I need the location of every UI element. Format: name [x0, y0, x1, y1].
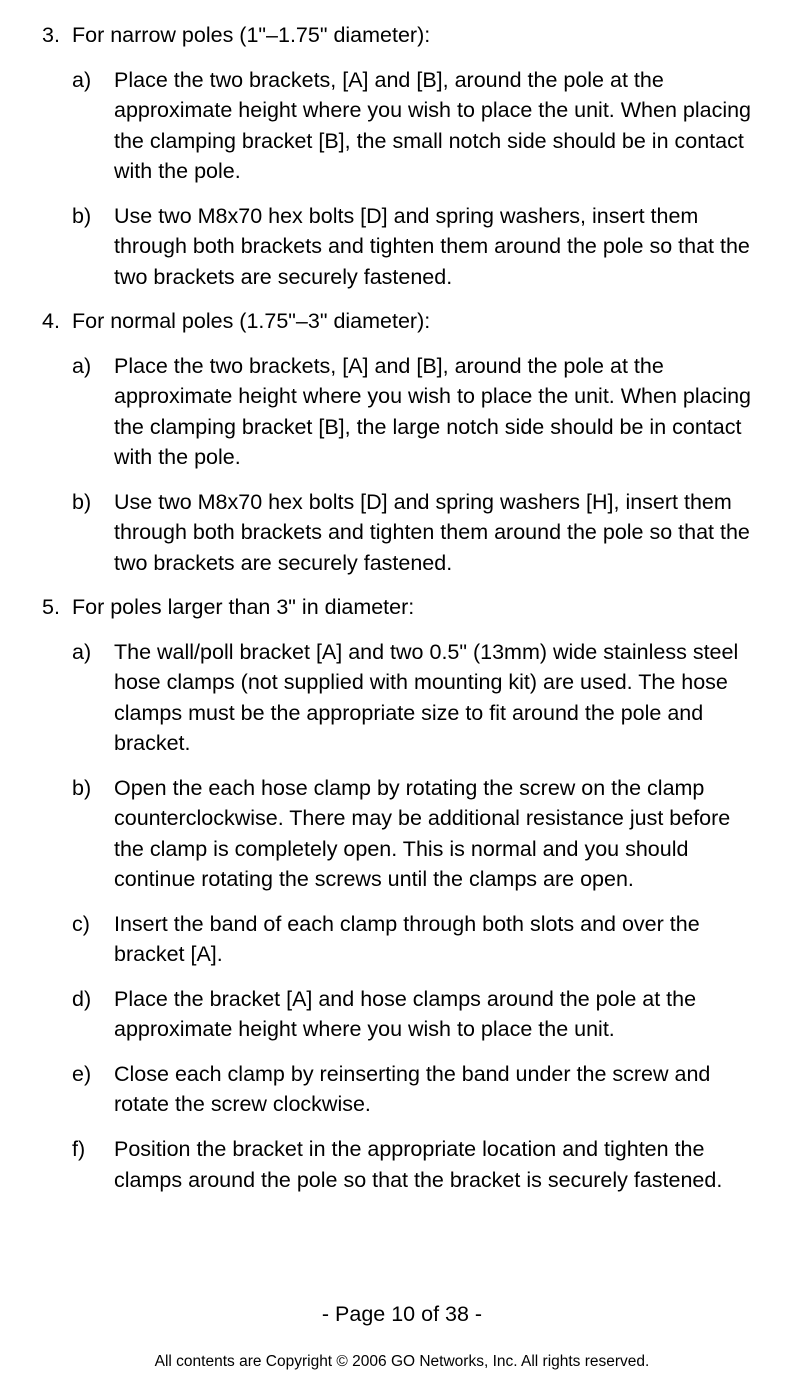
copyright-text: All contents are Copyright © 2006 GO Net…	[0, 1353, 804, 1371]
sub-marker: e)	[72, 1059, 114, 1120]
sub-list-item: a) Place the two brackets, [A] and [B], …	[72, 351, 762, 473]
page-number: - Page 10 of 38 -	[0, 1302, 804, 1327]
sub-marker: b)	[72, 487, 114, 579]
list-marker: 4.	[42, 306, 72, 337]
list-heading: For poles larger than 3" in diameter:	[72, 592, 762, 623]
sub-list: a) Place the two brackets, [A] and [B], …	[72, 65, 762, 293]
sub-list: a) Place the two brackets, [A] and [B], …	[72, 351, 762, 579]
sub-text: Place the bracket [A] and hose clamps ar…	[114, 984, 762, 1045]
sub-text: The wall/poll bracket [A] and two 0.5" (…	[114, 637, 762, 759]
sub-marker: b)	[72, 201, 114, 293]
sub-text: Insert the band of each clamp through bo…	[114, 909, 762, 970]
sub-text: Position the bracket in the appropriate …	[114, 1134, 762, 1195]
sub-list: a) The wall/poll bracket [A] and two 0.5…	[72, 637, 762, 1195]
sub-list-item: e) Close each clamp by reinserting the b…	[72, 1059, 762, 1120]
document-body: 3. For narrow poles (1"–1.75" diameter):…	[42, 20, 762, 1195]
sub-text: Place the two brackets, [A] and [B], aro…	[114, 351, 762, 473]
sub-list-item: a) Place the two brackets, [A] and [B], …	[72, 65, 762, 187]
sub-list-item: b) Open the each hose clamp by rotating …	[72, 773, 762, 895]
page-footer: - Page 10 of 38 - All contents are Copyr…	[0, 1302, 804, 1371]
list-item: 3. For narrow poles (1"–1.75" diameter):	[42, 20, 762, 51]
list-heading: For normal poles (1.75"–3" diameter):	[72, 306, 762, 337]
sub-list-item: a) The wall/poll bracket [A] and two 0.5…	[72, 637, 762, 759]
sub-marker: a)	[72, 637, 114, 759]
sub-marker: c)	[72, 909, 114, 970]
sub-list-item: b) Use two M8x70 hex bolts [D] and sprin…	[72, 201, 762, 293]
sub-text: Open the each hose clamp by rotating the…	[114, 773, 762, 895]
list-marker: 5.	[42, 592, 72, 623]
sub-marker: f)	[72, 1134, 114, 1195]
list-marker: 3.	[42, 20, 72, 51]
sub-text: Close each clamp by reinserting the band…	[114, 1059, 762, 1120]
sub-list-item: f) Position the bracket in the appropria…	[72, 1134, 762, 1195]
sub-marker: a)	[72, 65, 114, 187]
sub-list-item: c) Insert the band of each clamp through…	[72, 909, 762, 970]
list-heading: For narrow poles (1"–1.75" diameter):	[72, 20, 762, 51]
list-item: 5. For poles larger than 3" in diameter:	[42, 592, 762, 623]
sub-text: Use two M8x70 hex bolts [D] and spring w…	[114, 201, 762, 293]
sub-text: Place the two brackets, [A] and [B], aro…	[114, 65, 762, 187]
sub-list-item: b) Use two M8x70 hex bolts [D] and sprin…	[72, 487, 762, 579]
sub-marker: a)	[72, 351, 114, 473]
sub-text: Use two M8x70 hex bolts [D] and spring w…	[114, 487, 762, 579]
sub-marker: b)	[72, 773, 114, 895]
list-item: 4. For normal poles (1.75"–3" diameter):	[42, 306, 762, 337]
sub-marker: d)	[72, 984, 114, 1045]
sub-list-item: d) Place the bracket [A] and hose clamps…	[72, 984, 762, 1045]
